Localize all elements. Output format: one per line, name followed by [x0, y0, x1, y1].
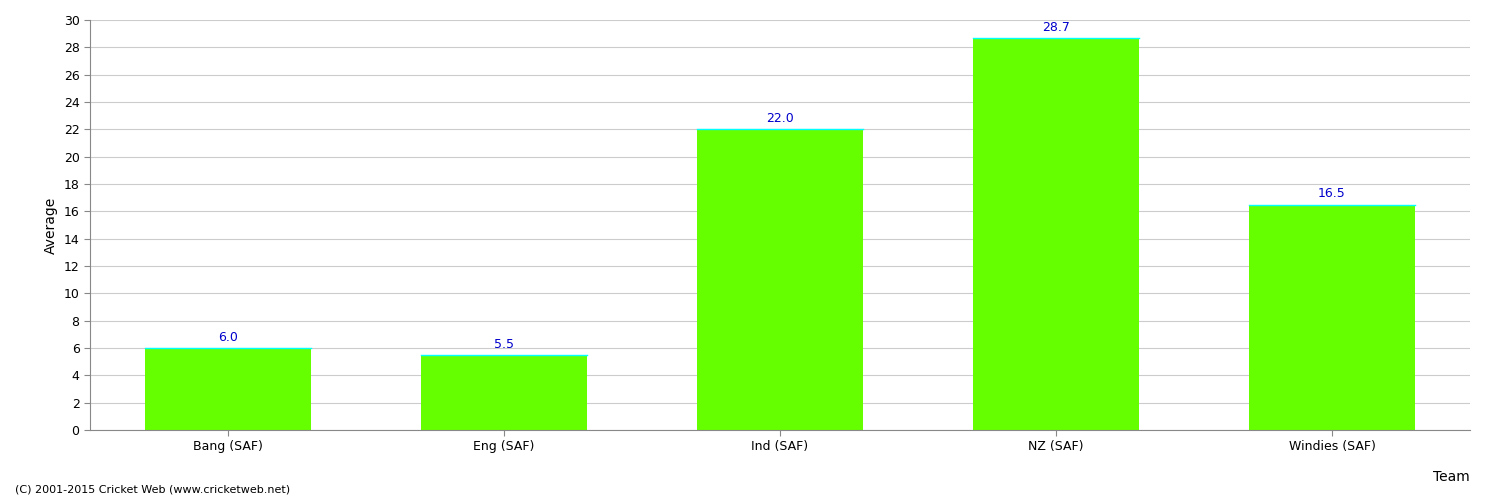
Bar [1250, 204, 1414, 430]
Text: 16.5: 16.5 [1318, 188, 1346, 200]
Bar [146, 348, 310, 430]
Text: (C) 2001-2015 Cricket Web (www.cricketweb.net): (C) 2001-2015 Cricket Web (www.cricketwe… [15, 485, 290, 495]
Text: 28.7: 28.7 [1042, 20, 1070, 34]
Text: 5.5: 5.5 [494, 338, 514, 350]
Bar [974, 38, 1138, 430]
Bar [422, 355, 586, 430]
Y-axis label: Average: Average [44, 196, 58, 254]
Text: 6.0: 6.0 [217, 331, 238, 344]
Text: 22.0: 22.0 [766, 112, 794, 125]
Bar [698, 130, 862, 430]
Text: Team: Team [1434, 470, 1470, 484]
